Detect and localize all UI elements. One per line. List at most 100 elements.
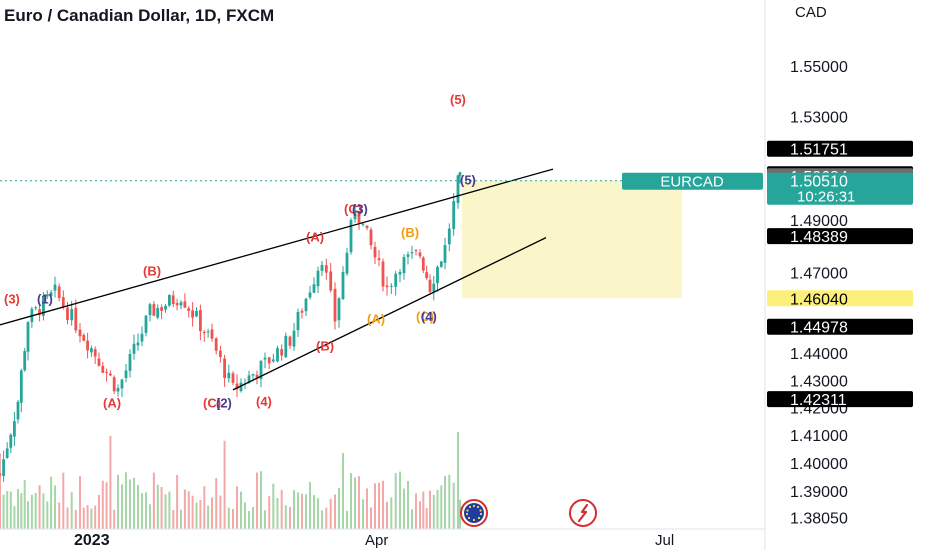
price-tick: 1.38050 — [790, 511, 848, 528]
price-tag — [767, 228, 913, 245]
volume-bar — [399, 471, 401, 529]
candle-body — [45, 294, 49, 297]
candle-body — [175, 303, 179, 306]
candle-body — [341, 272, 345, 300]
candle-body — [456, 175, 460, 203]
candle-body — [206, 331, 210, 333]
candle-body — [292, 330, 296, 347]
current-price-label: 1.50510 — [790, 174, 848, 191]
eu-flag-icon[interactable] — [460, 499, 488, 527]
price-tag — [767, 290, 913, 307]
volume-bar — [58, 502, 61, 529]
flash-event-icon[interactable] — [569, 499, 597, 527]
wave-label: (C) — [416, 309, 434, 324]
candle-body — [97, 358, 101, 366]
volume-bar — [422, 491, 425, 529]
volume-bar — [141, 493, 143, 529]
candle-body — [2, 459, 5, 477]
volume-bar — [70, 492, 73, 529]
candle-body — [333, 288, 337, 322]
candle-body — [19, 370, 23, 403]
candle-body — [116, 388, 120, 392]
candle-body — [136, 342, 140, 346]
candle-body — [373, 246, 377, 258]
volume-bar — [34, 493, 37, 529]
volume-bar — [199, 500, 202, 529]
candle-body — [120, 379, 124, 389]
candle-body — [308, 292, 312, 298]
volume-bar — [66, 507, 69, 529]
price-tag-label: 1.42311 — [790, 392, 847, 409]
candle-body — [164, 305, 167, 310]
candle-body — [316, 270, 320, 287]
volume-bar — [82, 507, 85, 529]
candle-body — [251, 373, 255, 376]
volume-bar — [370, 507, 372, 529]
volume-bar — [334, 494, 336, 529]
trendlines[interactable] — [0, 168, 554, 391]
candle-body — [337, 298, 341, 321]
candle-body — [361, 223, 365, 225]
candle-body — [300, 310, 304, 313]
candle-body — [276, 348, 279, 362]
volume-bar — [27, 501, 29, 529]
candle-body — [9, 434, 13, 448]
candle-body — [38, 309, 41, 316]
candle-body — [443, 245, 447, 263]
volume-bar — [236, 486, 238, 529]
price-tick: 1.41000 — [790, 428, 848, 445]
candle-body — [34, 307, 38, 309]
volume-bar — [366, 488, 368, 529]
candle-body — [320, 265, 324, 271]
price-tick: 1.44000 — [790, 346, 848, 363]
candle-body — [53, 284, 57, 291]
volume-bar — [329, 498, 332, 529]
candles — [0, 171, 462, 482]
volume-bar — [448, 474, 451, 529]
candle-body — [210, 329, 214, 339]
trendline[interactable] — [0, 168, 554, 326]
volume-bar — [23, 480, 26, 529]
volume-bar — [232, 509, 234, 529]
candle-body — [128, 354, 132, 371]
volume-bar — [187, 491, 190, 529]
candle-body — [296, 312, 300, 331]
candle-body — [255, 374, 259, 378]
wave-label: (4) — [256, 394, 272, 409]
candle-body — [235, 383, 239, 390]
time-axis[interactable]: 2023 Apr Jul — [0, 528, 765, 549]
wave-label: (B) — [143, 263, 161, 278]
volume-bar — [86, 505, 89, 529]
volume-bar — [79, 476, 81, 529]
volume-bar — [223, 440, 226, 529]
bar-countdown: 10:26:31 — [797, 189, 855, 206]
wave-label: (2) — [216, 396, 232, 411]
price-tick: 1.47000 — [790, 266, 848, 283]
volume-bar — [149, 504, 151, 529]
volume-bar — [293, 490, 295, 529]
candle-body — [187, 308, 191, 311]
candle-body — [156, 308, 160, 318]
candle-body — [428, 279, 432, 292]
wave-label: (5) — [450, 92, 466, 107]
volume-bar — [244, 502, 246, 529]
candle-body — [23, 351, 27, 371]
volume-bar — [207, 505, 210, 529]
candle-body — [284, 335, 288, 358]
time-label-jul: Jul — [655, 532, 674, 549]
volume-bar — [280, 489, 283, 529]
candle-body — [439, 261, 443, 267]
trendline[interactable] — [232, 237, 547, 391]
candle-body — [183, 301, 187, 308]
volume-bar — [268, 496, 271, 529]
candle-body — [13, 421, 16, 437]
candle-body — [385, 285, 389, 288]
candle-body — [349, 220, 353, 253]
candle-body — [199, 310, 202, 331]
candle-body — [16, 401, 20, 420]
volume-bar — [0, 453, 1, 529]
price-tag-label: 1.48389 — [790, 229, 848, 246]
volume-bar — [113, 509, 116, 529]
volume-bar — [30, 494, 33, 529]
